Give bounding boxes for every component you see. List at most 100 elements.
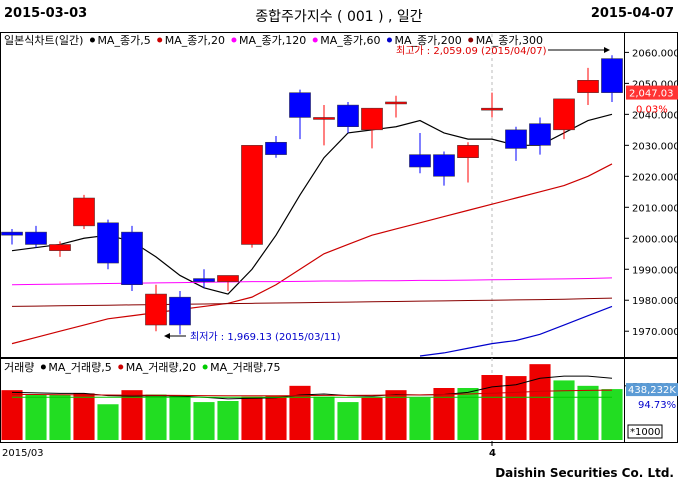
candle-body (337, 104, 359, 127)
candle-body (25, 231, 47, 245)
volume-bar (433, 388, 455, 440)
volume-bar (289, 385, 311, 440)
last-volume-flag (626, 383, 678, 397)
price-y-tick-label: 1970.000 (632, 327, 678, 338)
volume-bar (553, 380, 575, 440)
price-legend-label: 일본식차트(일간) (4, 33, 83, 47)
volume-bar (25, 394, 47, 440)
price-legend-label: MA_종가,20 (165, 34, 225, 47)
volume-bar (529, 364, 551, 440)
brand-footer: Daishin Securities Co. Ltd. (495, 466, 674, 480)
last-volume-value: 438,232K (628, 385, 676, 396)
price-legend-swatch (231, 37, 237, 43)
volume-bar (241, 396, 263, 440)
volume-ma-line (12, 389, 613, 397)
candle-body (505, 129, 527, 149)
price-legend-label: MA_종가,60 (320, 34, 380, 47)
min-price-arrow (164, 333, 170, 339)
candle-body (577, 80, 599, 93)
price-legend-label: MA_종가,120 (239, 34, 306, 47)
volume-bar (169, 395, 191, 440)
candle-body (169, 296, 191, 326)
volume-bar (145, 394, 167, 440)
candle-body (73, 197, 95, 227)
max-price-label: 최고가 : 2,059.09 (2015/04/07) (396, 45, 547, 57)
candle-body (553, 98, 575, 131)
volume-bar (457, 388, 479, 440)
price-legend-label: MA_종가,200 (394, 34, 461, 47)
volume-legend-swatch (202, 364, 208, 370)
candle-body (145, 293, 167, 326)
last-price-value: 2,047.03 (629, 89, 674, 100)
candle-body (265, 141, 287, 155)
price-panel-frame (0, 32, 678, 358)
candle-body (241, 145, 263, 245)
volume-bar (361, 397, 383, 440)
candle-body (289, 92, 311, 118)
volume-ma-line (11, 375, 613, 400)
last-price-change: 0.03% (636, 105, 668, 116)
candle-body (457, 145, 479, 158)
price-y-tick-label: 2060.000 (632, 48, 678, 59)
price-ma-line (11, 297, 613, 307)
chart-header: 2015-03-03 종합주가지수 ( 001 ) , 일간 2015-04-0… (0, 0, 678, 30)
volume-bar (385, 390, 407, 440)
volume-bar (73, 393, 95, 440)
x-axis-label: 2015/03 (2, 448, 44, 459)
volume-bar (193, 402, 215, 440)
volume-legend-label: MA_거래량,5 (48, 361, 111, 374)
price-legend-swatch (157, 37, 163, 43)
candle-body (529, 123, 551, 146)
candle-body (1, 231, 23, 236)
price-y-tick-label: 1990.000 (632, 265, 678, 276)
price-ma-line (11, 163, 613, 345)
price-ma-line (11, 277, 613, 286)
volume-unit-box (627, 424, 663, 439)
price-legend-swatch (312, 37, 318, 43)
price-legend-swatch (468, 37, 474, 43)
volume-bar (601, 389, 623, 440)
min-price-label: 최저가 : 1,969.13 (2015/03/11) (190, 331, 341, 343)
price-legend-label: MA_종가,300 (476, 34, 543, 47)
volume-bar (265, 395, 287, 440)
volume-bar (1, 390, 23, 440)
volume-bar (313, 396, 335, 440)
price-legend-swatch (386, 37, 392, 43)
volume-bar (217, 401, 239, 440)
price-ma-line (419, 305, 613, 357)
candle-body (121, 231, 143, 285)
candle-body (433, 154, 455, 177)
volume-bar (97, 404, 119, 440)
price-y-tick-label: 2050.000 (632, 79, 678, 90)
candle-body (313, 117, 335, 120)
start-date: 2015-03-03 (4, 6, 88, 21)
candle-body (217, 275, 239, 282)
price-y-tick-label: 2040.000 (632, 110, 678, 121)
volume-unit-label: *1000 (630, 427, 660, 438)
volume-bar (337, 402, 359, 440)
price-y-tick-label: 2030.000 (632, 141, 678, 152)
price-legend-swatch (89, 37, 95, 43)
volume-legend-label: MA_거래량,20 (126, 361, 196, 374)
max-price-arrow (604, 47, 610, 53)
price-y-tick-label: 2020.000 (632, 172, 678, 183)
chart-title: 종합주가지수 ( 001 ) , 일간 (255, 9, 423, 25)
volume-bar (409, 397, 431, 440)
volume-legend-swatch (40, 364, 46, 370)
candle-body (601, 58, 623, 93)
candle-body (481, 107, 503, 111)
price-legend-label: MA_종가,5 (97, 34, 150, 47)
candle-body (385, 101, 407, 105)
volume-bar (49, 394, 71, 440)
candle-body (361, 107, 383, 131)
candle-body (49, 244, 71, 251)
price-y-tick-label: 2000.000 (632, 234, 678, 245)
price-y-tick-label: 1980.000 (632, 296, 678, 307)
end-date: 2015-04-07 (590, 6, 674, 21)
volume-bar (121, 390, 143, 440)
candle-body (193, 278, 215, 282)
candle-body (409, 154, 431, 168)
last-volume-percent: 94.73% (638, 400, 676, 411)
volume-legend-swatch (118, 364, 124, 370)
